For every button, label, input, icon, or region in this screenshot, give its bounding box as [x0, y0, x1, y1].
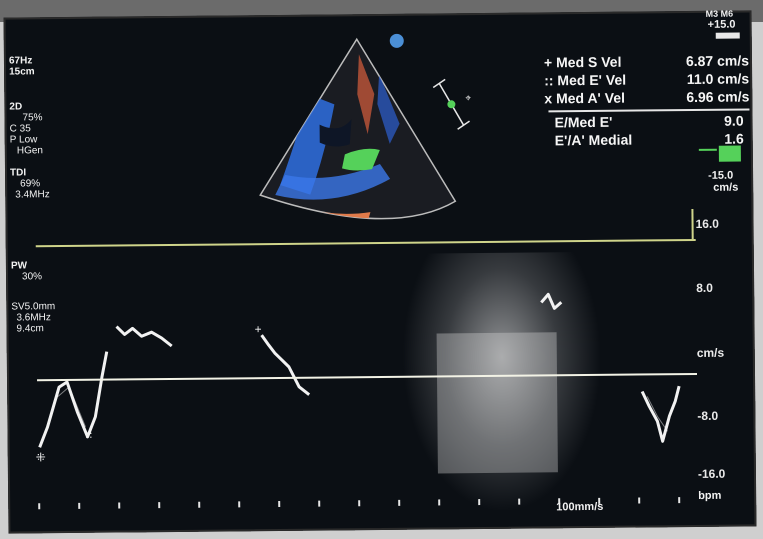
time-tick [398, 499, 401, 506]
ratio-label: E'/A' Medial [554, 131, 633, 149]
tdi-color-swatch [718, 145, 741, 162]
scale-unit-label: cm/s [696, 345, 725, 360]
doppler-baseline [37, 372, 698, 382]
scale-tick-label: -16.0 [697, 466, 726, 481]
marker-plus-icon: + [543, 54, 553, 71]
time-tick [478, 499, 481, 506]
svg-text:∷: ∷ [86, 431, 92, 442]
time-tick [678, 497, 681, 504]
tdi-gain: 69% [20, 178, 41, 190]
color-scale-unit: cm/s [713, 181, 739, 194]
time-tick [518, 498, 521, 505]
color-scale-max: +15.0 [707, 18, 736, 31]
gain-2d: 75% [22, 112, 43, 124]
measurement-value: 6.87 cm/s [685, 52, 750, 70]
time-tick [638, 497, 641, 504]
measurement-value: 11.0 cm/s [686, 70, 750, 88]
tdi-label: TDI [9, 167, 27, 179]
pw-depth: 9.4cm [16, 323, 44, 335]
ratio-value: 9.0 [724, 112, 744, 129]
harmonic-label: HGen [16, 145, 43, 157]
image-depth: 15cm [9, 66, 35, 78]
sample-gate-cursor[interactable]: ⌖ [429, 75, 480, 135]
time-tick [78, 502, 81, 509]
tdi-frequency: 3.4MHz [15, 189, 50, 201]
mode-2d: 2D [9, 101, 23, 113]
time-tick [278, 500, 281, 507]
measurement-panel: + Med S Vel 6.87 cm/s :: Med E' Vel 11.0… [544, 52, 750, 150]
tdi-sector-image [258, 37, 457, 220]
time-tick [318, 500, 321, 507]
ratio-e-over-e: E/Med E' 9.0 [544, 112, 749, 132]
persistence-value: P Low [9, 134, 38, 146]
scale-tick-label: 8.0 [696, 280, 713, 295]
probe-orientation-icon [389, 33, 404, 48]
time-tick [358, 500, 361, 507]
marker-dots-icon: :: [544, 72, 554, 89]
measurement-value: 6.96 cm/s [686, 88, 750, 106]
measurement-e-vel: :: Med E' Vel 11.0 cm/s [544, 70, 749, 90]
probe-frequency: 67Hz [8, 55, 33, 67]
pw-label: PW [10, 260, 28, 272]
scale-tick-label: 16.0 [695, 216, 719, 231]
sweep-separator [35, 238, 696, 248]
ratio-label: E/Med E' [554, 113, 613, 131]
color-scale-bar [715, 32, 740, 39]
compression-value: C 35 [9, 123, 31, 135]
measurement-s-vel: + Med S Vel 6.87 cm/s [544, 52, 749, 72]
time-tick [198, 501, 201, 508]
marker-x-icon: x [544, 90, 553, 107]
swatch-tick [698, 148, 717, 151]
scale-tick-label: -8.0 [697, 408, 719, 423]
sample-volume: SV5.0mm [11, 301, 56, 313]
measurement-label: Med E' Vel [557, 71, 627, 89]
svg-text:+: + [254, 322, 261, 336]
pw-frequency: 3.6MHz [16, 312, 51, 324]
measurement-label: Med A' Vel [555, 89, 626, 107]
time-tick [158, 502, 161, 509]
measurement-label: Med S Vel [555, 53, 622, 71]
time-tick [238, 501, 241, 508]
separator-tick [691, 208, 694, 240]
time-tick [438, 499, 441, 506]
svg-text:⁜: ⁜ [36, 450, 46, 464]
color-scale-min: -15.0 [708, 169, 734, 182]
time-tick [38, 503, 41, 510]
pw-gain: 30% [21, 271, 43, 283]
measurement-a-vel: x Med A' Vel 6.96 cm/s [544, 88, 749, 108]
sweep-speed: 100mm/s [556, 500, 604, 514]
heart-rate-unit: bpm [698, 489, 722, 502]
ultrasound-screen: M3 M6 +15.0 67Hz 15cm 2D 75% C 35 P Low … [3, 9, 757, 534]
glare-patch [436, 332, 558, 474]
svg-text:⌖: ⌖ [465, 93, 471, 104]
time-tick [118, 502, 121, 509]
